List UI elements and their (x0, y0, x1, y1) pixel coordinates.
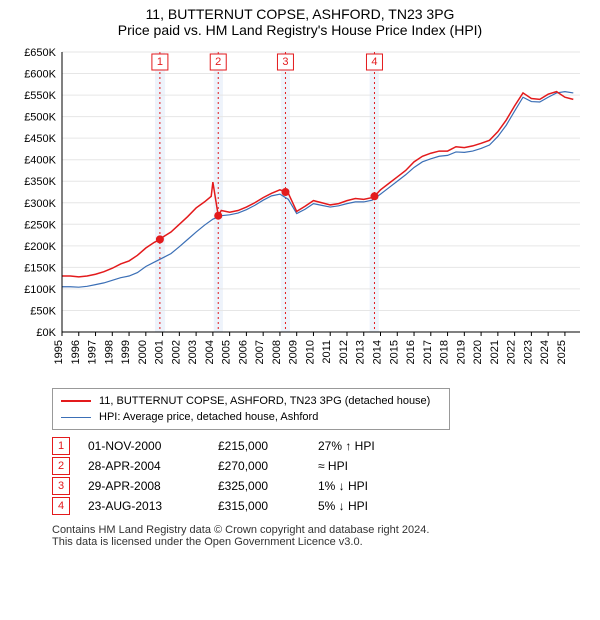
svg-text:1996: 1996 (70, 340, 82, 364)
sale-price: £325,000 (218, 479, 318, 493)
svg-text:2011: 2011 (321, 340, 333, 364)
svg-text:2025: 2025 (556, 340, 568, 364)
svg-text:£500K: £500K (24, 112, 56, 124)
svg-text:2007: 2007 (254, 340, 266, 364)
svg-text:£650K: £650K (24, 47, 56, 59)
svg-text:£550K: £550K (24, 90, 56, 102)
svg-text:3: 3 (282, 56, 288, 68)
sale-price: £270,000 (218, 459, 318, 473)
sale-index-badge: 1 (52, 437, 70, 455)
svg-text:£350K: £350K (24, 176, 56, 188)
svg-text:1997: 1997 (87, 340, 99, 364)
title-line-1: 11, BUTTERNUT COPSE, ASHFORD, TN23 3PG (0, 6, 600, 22)
svg-text:£150K: £150K (24, 262, 56, 274)
sale-index-badge: 4 (52, 497, 70, 515)
sale-vs-hpi: 27% ↑ HPI (318, 439, 418, 453)
svg-text:2019: 2019 (455, 340, 467, 364)
legend-swatch (61, 417, 91, 418)
svg-text:£50K: £50K (30, 305, 56, 317)
svg-text:2024: 2024 (539, 340, 551, 364)
footnote: Contains HM Land Registry data © Crown c… (52, 524, 590, 548)
sales-table: 1 01-NOV-2000£215,00027% ↑ HPI 2 28-APR-200… (52, 436, 590, 516)
svg-text:2002: 2002 (170, 340, 182, 364)
sale-index-badge: 2 (52, 457, 70, 475)
svg-text:2003: 2003 (187, 340, 199, 364)
title-line-2: Price paid vs. HM Land Registry's House … (0, 22, 600, 38)
svg-text:1999: 1999 (120, 340, 132, 364)
svg-text:2012: 2012 (338, 340, 350, 364)
sale-row: 1 01-NOV-2000£215,00027% ↑ HPI (52, 436, 590, 456)
legend-label: 11, BUTTERNUT COPSE, ASHFORD, TN23 3PG (… (99, 395, 430, 407)
sale-vs-hpi: 5% ↓ HPI (318, 499, 418, 513)
chart-title-block: 11, BUTTERNUT COPSE, ASHFORD, TN23 3PG P… (0, 0, 600, 38)
footnote-line-1: Contains HM Land Registry data © Crown c… (52, 524, 590, 536)
sale-price: £315,000 (218, 499, 318, 513)
chart-svg: £0K £50K £100K £150K £200K £250K £300K £350K £40… (10, 42, 590, 382)
sale-index-badge: 3 (52, 477, 70, 495)
svg-text:2008: 2008 (271, 340, 283, 364)
svg-text:2021: 2021 (489, 340, 501, 364)
legend-item: HPI: Average price, detached house, Ashf… (61, 409, 441, 425)
svg-text:2018: 2018 (439, 340, 451, 364)
sale-date: 23-AUG-2013 (88, 499, 218, 513)
svg-text:2004: 2004 (204, 340, 216, 364)
svg-text:1995: 1995 (53, 340, 65, 364)
svg-text:£200K: £200K (24, 241, 56, 253)
sale-row: 4 23-AUG-2013£315,0005% ↓ HPI (52, 496, 590, 516)
svg-text:1: 1 (157, 56, 163, 68)
price-chart: £0K £50K £100K £150K £200K £250K £300K £350K £40… (10, 42, 590, 382)
sale-date: 29-APR-2008 (88, 479, 218, 493)
legend-item: 11, BUTTERNUT COPSE, ASHFORD, TN23 3PG (… (61, 393, 441, 409)
svg-text:£100K: £100K (24, 284, 56, 296)
svg-text:2010: 2010 (304, 340, 316, 364)
legend-label: HPI: Average price, detached house, Ashf… (99, 411, 318, 423)
svg-text:£600K: £600K (24, 69, 56, 81)
sale-date: 28-APR-2004 (88, 459, 218, 473)
sale-price: £215,000 (218, 439, 318, 453)
svg-text:2020: 2020 (472, 340, 484, 364)
svg-text:£250K: £250K (24, 219, 56, 231)
svg-text:2009: 2009 (288, 340, 300, 364)
svg-text:£300K: £300K (24, 198, 56, 210)
svg-text:2023: 2023 (522, 340, 534, 364)
legend-swatch (61, 400, 91, 402)
svg-text:2001: 2001 (154, 340, 166, 364)
chart-legend: 11, BUTTERNUT COPSE, ASHFORD, TN23 3PG (… (52, 388, 450, 430)
svg-text:2005: 2005 (221, 340, 233, 364)
svg-text:2014: 2014 (372, 340, 384, 364)
svg-text:2: 2 (215, 56, 221, 68)
svg-text:£450K: £450K (24, 133, 56, 145)
svg-text:2015: 2015 (388, 340, 400, 364)
svg-text:2022: 2022 (506, 340, 518, 364)
svg-text:2013: 2013 (355, 340, 367, 364)
svg-text:4: 4 (371, 56, 377, 68)
svg-text:2006: 2006 (237, 340, 249, 364)
sale-row: 3 29-APR-2008£325,0001% ↓ HPI (52, 476, 590, 496)
footnote-line-2: This data is licensed under the Open Gov… (52, 536, 590, 548)
svg-text:2017: 2017 (422, 340, 434, 364)
svg-text:1998: 1998 (103, 340, 115, 364)
svg-text:£400K: £400K (24, 155, 56, 167)
sale-vs-hpi: 1% ↓ HPI (318, 479, 418, 493)
sale-date: 01-NOV-2000 (88, 439, 218, 453)
sale-row: 2 28-APR-2004£270,000≈ HPI (52, 456, 590, 476)
svg-text:2016: 2016 (405, 340, 417, 364)
sale-vs-hpi: ≈ HPI (318, 459, 418, 473)
svg-text:2000: 2000 (137, 340, 149, 364)
svg-text:£0K: £0K (36, 327, 56, 339)
